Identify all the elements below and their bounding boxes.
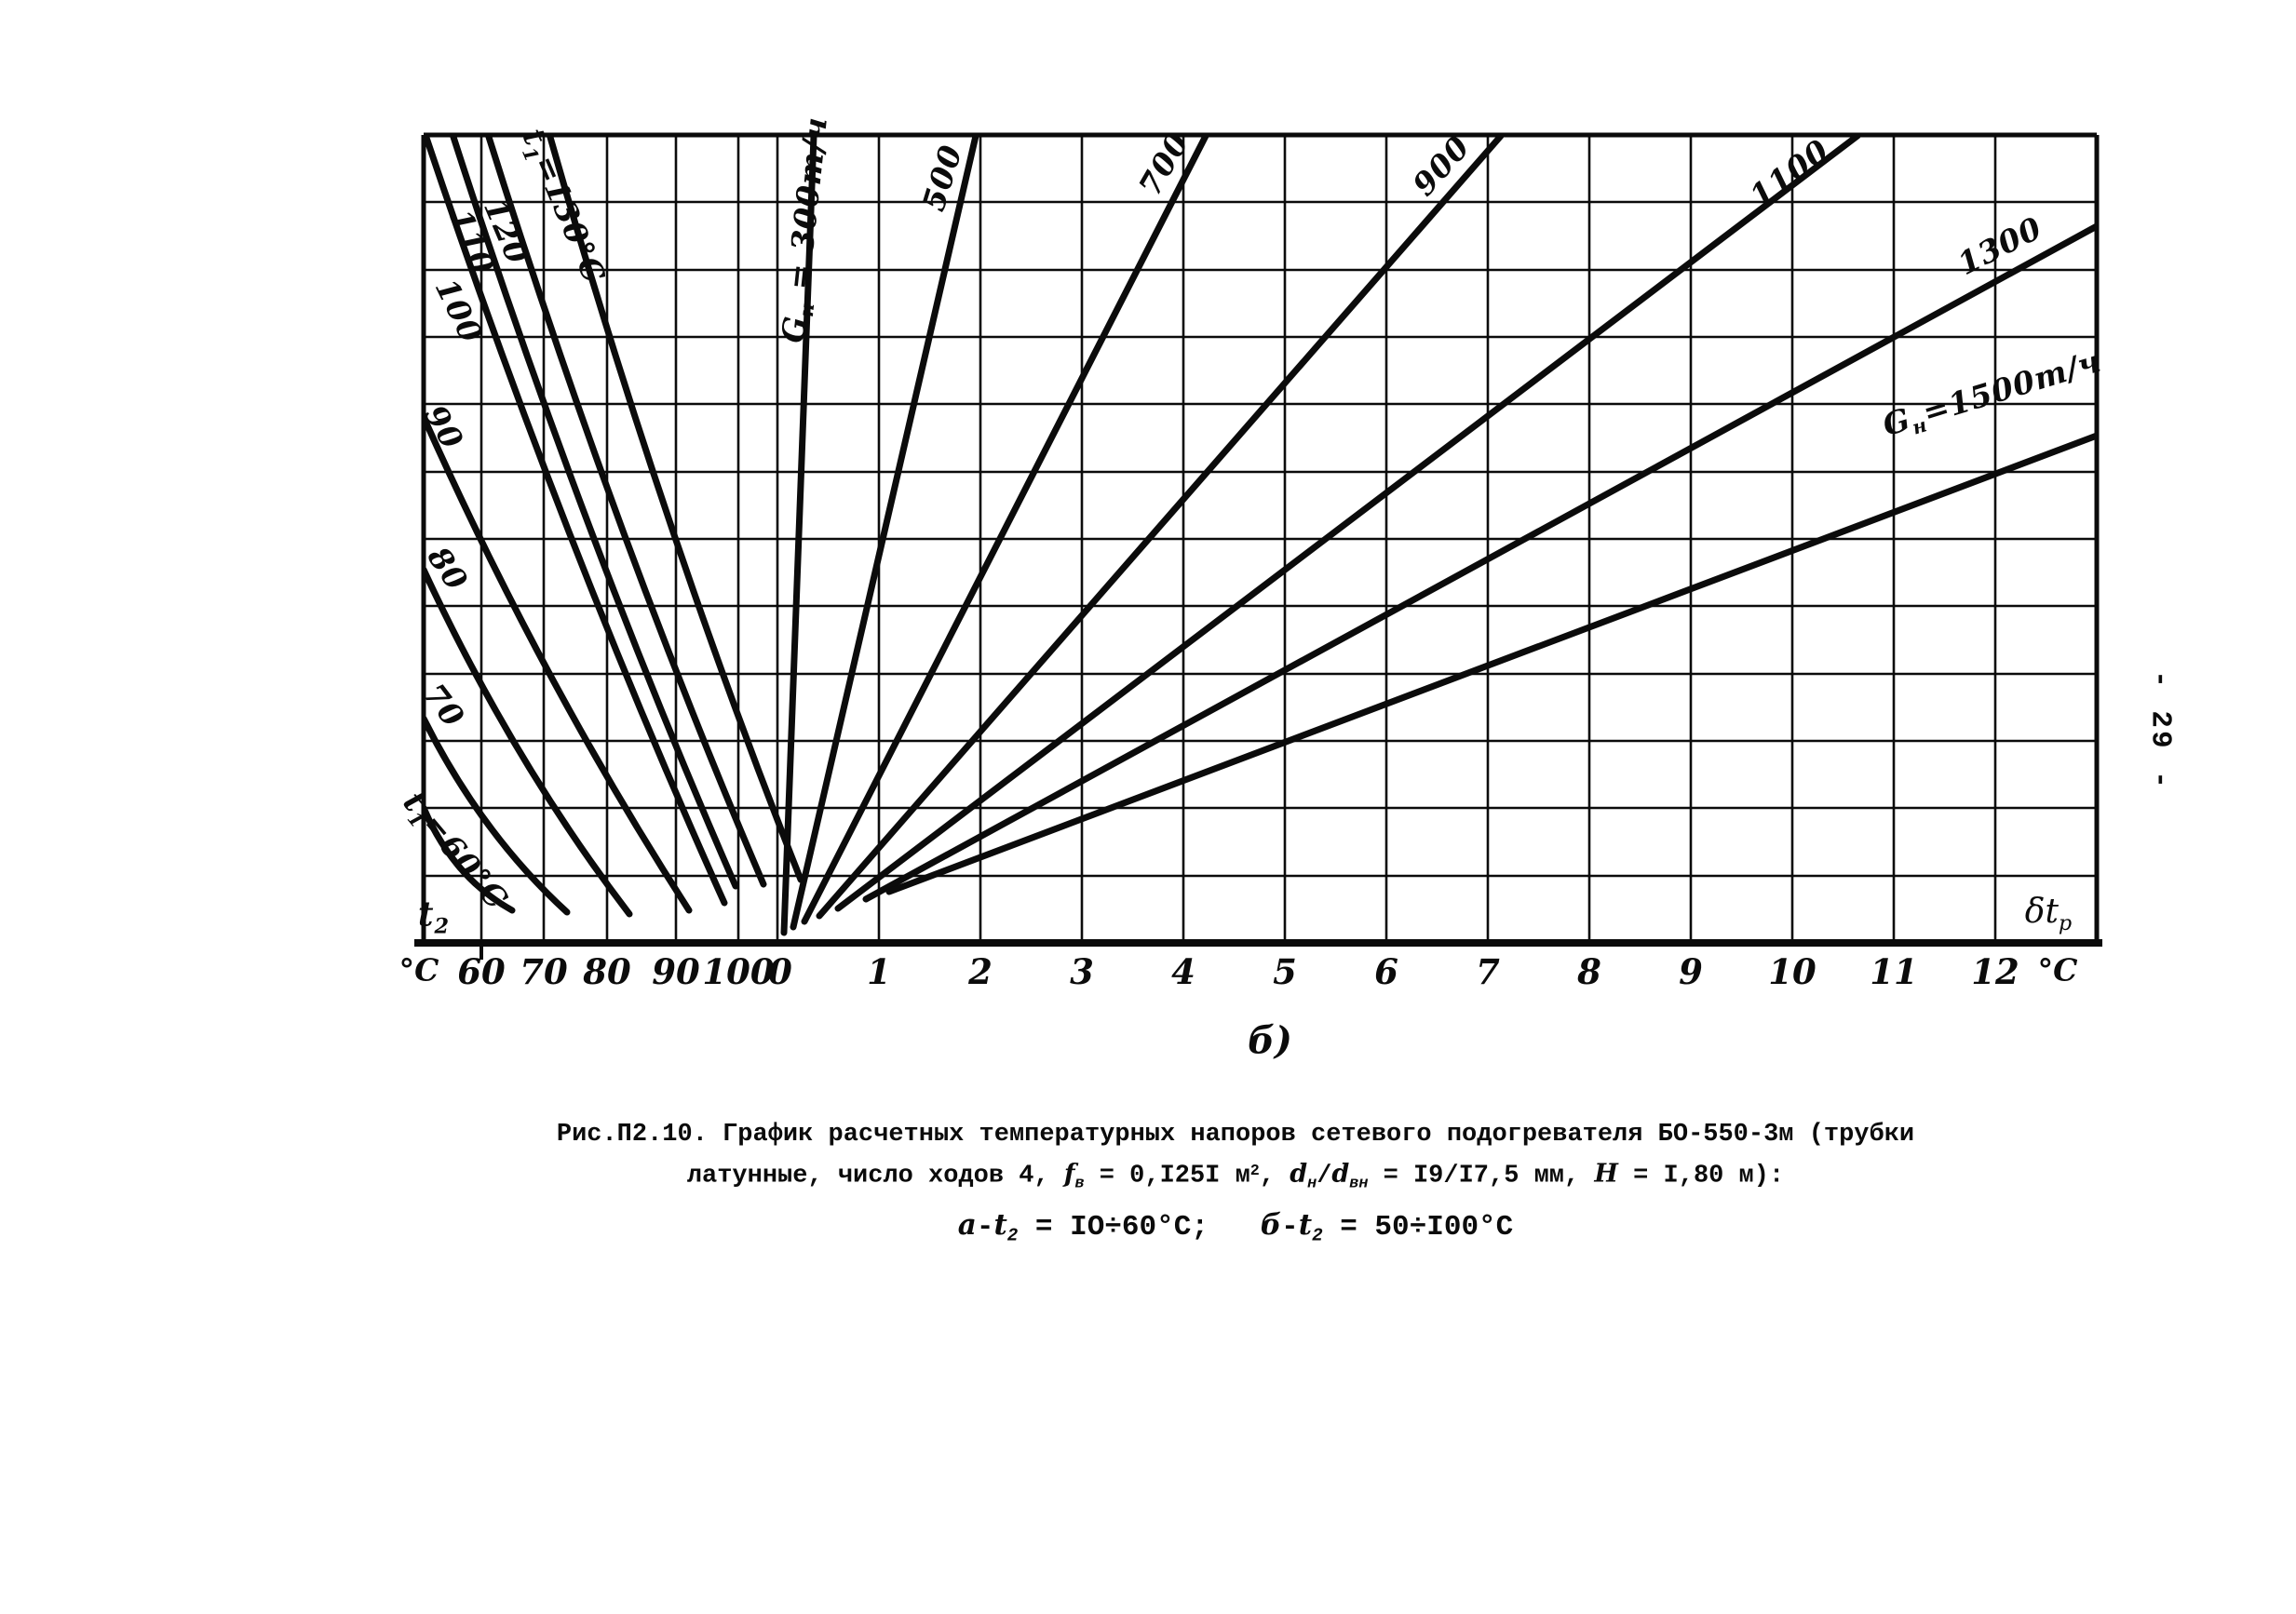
x-tick-unit-right: °С	[2037, 951, 2078, 989]
caption-line-3: а-t2 = IО÷60°С; б-t2 = 50÷I00°С	[957, 1208, 1514, 1247]
x-tick-80: 80	[583, 951, 631, 992]
x-tick-10: 10	[1768, 951, 1817, 992]
curve-t1-110	[449, 133, 739, 890]
caption-line-1: Рис.П2.10. График расчетных температурны…	[556, 1121, 1915, 1149]
caption-line-2: латунные, число ходов 4, fв = 0,I25I м2,…	[686, 1159, 1785, 1193]
line-gn-1100	[834, 133, 1861, 912]
x-tick-60: 60	[457, 951, 506, 992]
curve-t1-70	[422, 715, 571, 916]
t1-curve-family	[422, 133, 804, 918]
line-gn-900	[816, 133, 1505, 920]
x-tick-100: 100	[702, 951, 775, 992]
figure-caption: Рис.П2.10. График расчетных температурны…	[121, 1117, 2296, 1255]
x-tick-6: 6	[1374, 951, 1398, 992]
x-tick-70: 70	[520, 951, 568, 992]
x-tick-9: 9	[1679, 951, 1703, 992]
x-tick-90: 90	[652, 951, 700, 992]
page-number: - 29 -	[2143, 670, 2177, 791]
x-tick-3: 3	[1070, 951, 1094, 992]
figure-part-label: б)	[1248, 1018, 1292, 1063]
curve-t1-80	[422, 566, 633, 918]
curve-t1-100	[423, 134, 728, 907]
curve-t1-120	[484, 133, 767, 888]
x-tick-1: 1	[867, 951, 891, 992]
axis-label-dtp: δtр	[2024, 893, 2073, 935]
curve-t1-130	[546, 133, 804, 883]
line-gn-300	[780, 133, 817, 936]
plot-border	[414, 132, 2102, 960]
line-gn-1300	[862, 222, 2099, 903]
line-gn-500	[790, 133, 979, 931]
x-tick-12: 12	[1971, 951, 2019, 992]
x-tick-unit-left: °С	[398, 951, 439, 989]
curve-t1-60	[422, 804, 516, 914]
x-tick-8: 8	[1577, 951, 1601, 992]
x-tick-11: 11	[1870, 951, 1918, 992]
curve-t1-90	[422, 413, 693, 914]
line-gn-700	[801, 133, 1209, 925]
x-tick-7: 7	[1476, 951, 1500, 992]
x-tick-0: 0	[768, 951, 792, 992]
x-tick-4: 4	[1171, 951, 1195, 992]
axis-label-t2-corner: t2	[417, 894, 451, 939]
line-gn-1500	[885, 432, 2099, 895]
gn-fan-family	[780, 133, 2099, 936]
x-tick-5: 5	[1273, 951, 1297, 992]
x-tick-2: 2	[968, 951, 993, 992]
